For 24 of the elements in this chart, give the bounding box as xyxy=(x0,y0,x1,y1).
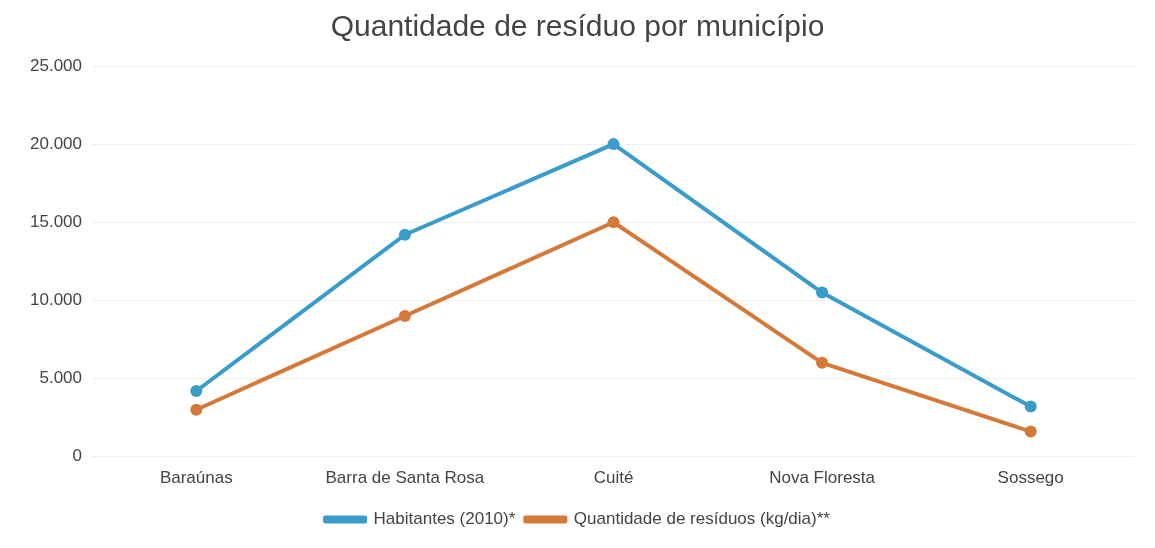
y-tick-label: 10.000 xyxy=(30,290,82,310)
x-tick-label: Cuité xyxy=(593,468,634,488)
y-tick-label: 0 xyxy=(72,446,82,466)
legend-label: Habitantes (2010)* xyxy=(373,509,516,529)
point xyxy=(190,384,203,397)
point xyxy=(1024,400,1037,413)
y-tick-label: 5.000 xyxy=(39,368,82,388)
point xyxy=(607,138,620,151)
point xyxy=(816,286,829,299)
x-tick-label: Baraúnas xyxy=(159,468,233,488)
x-tick-label: Sossego xyxy=(997,468,1064,488)
point xyxy=(190,403,203,416)
y-tick-label: 15.000 xyxy=(30,211,82,231)
point xyxy=(607,216,620,229)
y-tick-label: 20.000 xyxy=(30,133,82,153)
x-tick-label: Nova Floresta xyxy=(769,468,876,488)
point xyxy=(398,309,411,322)
legend-label: Quantidade de resíduos (kg/dia)** xyxy=(573,509,831,529)
y-tick-label: 25.000 xyxy=(30,55,82,75)
point xyxy=(1024,425,1037,438)
chart-title: Quantidade de resíduo por município xyxy=(330,9,825,43)
point xyxy=(398,228,411,241)
x-tick-label: Barra de Santa Rosa xyxy=(325,468,485,488)
point xyxy=(816,356,829,369)
